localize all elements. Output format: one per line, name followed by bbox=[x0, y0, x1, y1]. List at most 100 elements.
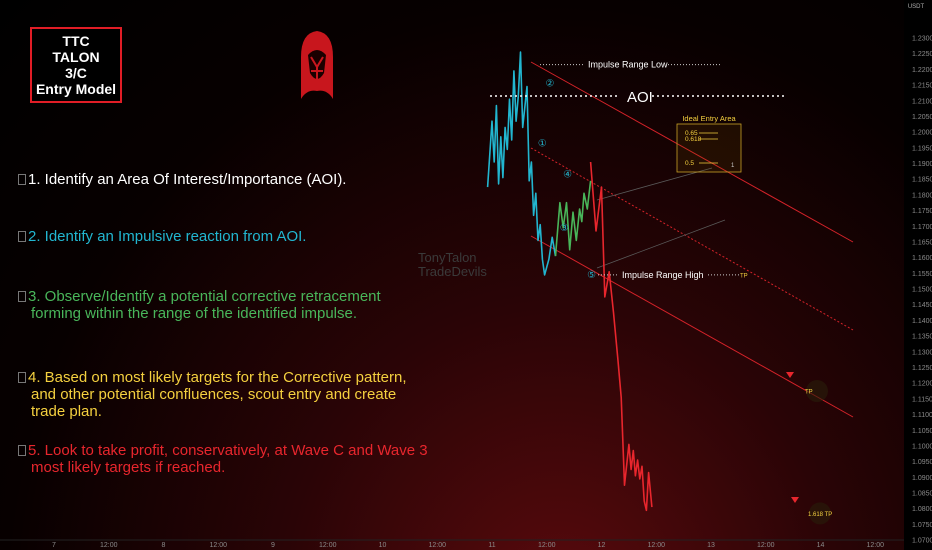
wave-label: ③ bbox=[560, 223, 569, 234]
x-tick-label: 7 bbox=[52, 542, 56, 549]
trend-channel-line bbox=[530, 61, 854, 243]
wave-label: ⑤ bbox=[587, 270, 596, 281]
x-tick-label: 12:00 bbox=[428, 542, 446, 549]
step-3-line: 3. Observe/Identify a potential correcti… bbox=[28, 288, 381, 305]
y-tick-label: 1.2000 bbox=[912, 130, 932, 137]
aoi-label: AOI bbox=[627, 89, 653, 106]
y-tick-label: 1.1950 bbox=[912, 145, 932, 152]
wave-label: ① bbox=[538, 138, 547, 149]
step-3-line: forming within the range of the identifi… bbox=[31, 305, 358, 322]
y-tick-label: 1.1800 bbox=[912, 192, 932, 199]
y-tick-label: 1.1050 bbox=[912, 428, 932, 435]
wave-label: ② bbox=[546, 79, 555, 90]
arrowhead-icon bbox=[786, 372, 794, 378]
y-tick-label: 1.1400 bbox=[912, 318, 932, 325]
step-4-text: 4. Based on most likely targets for the … bbox=[18, 369, 407, 420]
y-tick-label: 1.1750 bbox=[912, 208, 932, 215]
y-tick-label: 1.1150 bbox=[912, 396, 932, 403]
y-tick-label: 1.1250 bbox=[912, 365, 932, 372]
target-label: 1.618 TP bbox=[808, 512, 832, 518]
y-tick-label: 1.0900 bbox=[912, 475, 932, 482]
y-tick-label: 1.1600 bbox=[912, 255, 932, 262]
watermark: TonyTalon TradeDevils bbox=[418, 251, 487, 279]
x-tick-label: 12:00 bbox=[866, 542, 884, 549]
y-tick-label: 1.1850 bbox=[912, 177, 932, 184]
impulse-range-high-label: Impulse Range High bbox=[622, 270, 704, 280]
series-corrective-line bbox=[554, 180, 592, 257]
ideal-entry-area-box bbox=[676, 123, 742, 173]
y-tick-label: 1.2200 bbox=[912, 67, 932, 74]
y-tick-label: 1.1650 bbox=[912, 239, 932, 246]
corrective-channel-line bbox=[596, 167, 713, 201]
entry-marker-label: 1 bbox=[731, 163, 735, 169]
x-tick-label: 9 bbox=[271, 542, 275, 549]
fib-level-label: 0.618 bbox=[685, 136, 702, 143]
y-tick-label: 1.1000 bbox=[912, 443, 932, 450]
y-tick-label: 1.2300 bbox=[912, 36, 932, 43]
y-tick-label: 1.2050 bbox=[912, 114, 932, 121]
target-label: TP bbox=[805, 390, 813, 396]
impulse-range-low-label: Impulse Range Low bbox=[588, 60, 668, 70]
x-tick-label: 13 bbox=[707, 542, 715, 549]
watermark-line: TonyTalon bbox=[418, 250, 477, 265]
x-tick-label: 12:00 bbox=[647, 542, 665, 549]
target-label: TP bbox=[740, 273, 748, 279]
target-bubble bbox=[806, 380, 828, 403]
step-1-text: 1. Identify an Area Of Interest/Importan… bbox=[18, 171, 346, 188]
step-5-line: most likely targets if reached. bbox=[31, 459, 226, 476]
title-line: TALON bbox=[52, 49, 100, 65]
step-5-text: 5. Look to take profit, conservatively, … bbox=[18, 442, 428, 476]
ideal-entry-area-title: Ideal Entry Area bbox=[682, 114, 736, 123]
x-tick-label: 12:00 bbox=[100, 542, 118, 549]
y-tick-label: 1.1500 bbox=[912, 287, 932, 294]
y-tick-label: 1.0850 bbox=[912, 491, 932, 498]
step-4-line: trade plan. bbox=[31, 403, 102, 420]
corrective-channel-line bbox=[596, 219, 726, 269]
watermark-line: TradeDevils bbox=[418, 264, 487, 279]
y-tick-label: 1.2100 bbox=[912, 98, 932, 105]
wave-label: ④ bbox=[563, 170, 572, 181]
trend-channel-line bbox=[530, 235, 854, 418]
y-tick-label: 1.1700 bbox=[912, 224, 932, 231]
y-tick-label: 1.2250 bbox=[912, 51, 932, 58]
x-tick-label: 10 bbox=[379, 542, 387, 549]
y-tick-label: 1.2150 bbox=[912, 83, 932, 90]
y-tick-label: 1.1300 bbox=[912, 349, 932, 356]
step-4-line: and other potential confluences, scout e… bbox=[31, 386, 397, 403]
y-tick-label: 1.1550 bbox=[912, 271, 932, 278]
x-tick-label: 12 bbox=[598, 542, 606, 549]
checkbox-glyph-icon bbox=[18, 445, 26, 456]
y-tick-label: 1.1900 bbox=[912, 161, 932, 168]
x-tick-label: 12:00 bbox=[319, 542, 337, 549]
x-tick-label: 8 bbox=[162, 542, 166, 549]
step-2-text: 2. Identify an Impulsive reaction from A… bbox=[18, 228, 306, 245]
step-3-text: 3. Observe/Identify a potential correcti… bbox=[18, 288, 381, 322]
checkbox-glyph-icon bbox=[18, 372, 26, 383]
title-line: 3/C bbox=[65, 65, 87, 81]
y-tick-label: 1.1100 bbox=[912, 412, 932, 419]
y-tick-label: 1.1450 bbox=[912, 302, 932, 309]
y-tick-label: 1.0800 bbox=[912, 506, 932, 513]
checkbox-glyph-icon bbox=[18, 231, 26, 242]
fib-level-label: 0.5 bbox=[685, 160, 694, 167]
checkbox-glyph-icon bbox=[18, 291, 26, 302]
series-impulse-line bbox=[486, 51, 557, 276]
series-projection-line bbox=[589, 161, 653, 512]
y-tick-label: 1.1200 bbox=[912, 381, 932, 388]
title-line: TTC bbox=[62, 33, 90, 49]
step-1-line: 1. Identify an Area Of Interest/Importan… bbox=[28, 171, 347, 188]
arrowhead-icon bbox=[791, 497, 799, 503]
y-tick-label: 1.0950 bbox=[912, 459, 932, 466]
step-5-line: 5. Look to take profit, conservatively, … bbox=[28, 442, 428, 459]
title-line: Entry Model bbox=[35, 81, 117, 97]
checkbox-glyph-icon bbox=[18, 174, 26, 185]
y-axis-panel bbox=[904, 0, 932, 550]
y-tick-label: 1.0750 bbox=[912, 522, 932, 529]
x-tick-label: 12:00 bbox=[538, 542, 556, 549]
currency-label: USDT bbox=[908, 4, 925, 10]
x-tick-label: 12:00 bbox=[209, 542, 227, 549]
x-tick-label: 14 bbox=[817, 542, 825, 549]
title-box: TTC TALON 3/C Entry Model bbox=[30, 27, 122, 103]
